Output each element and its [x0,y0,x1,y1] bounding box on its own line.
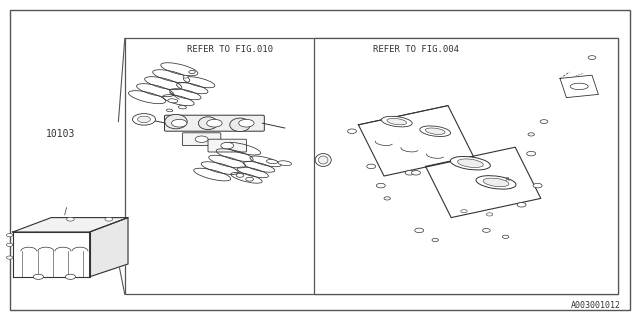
Ellipse shape [458,159,483,167]
Circle shape [6,243,13,246]
Polygon shape [90,218,128,277]
Ellipse shape [451,156,490,170]
Bar [125,38,618,294]
Circle shape [540,120,548,124]
Text: A003001012: A003001012 [571,301,621,310]
Ellipse shape [168,99,178,103]
Circle shape [183,76,188,78]
Circle shape [486,213,493,216]
Circle shape [415,228,424,233]
Circle shape [33,274,44,279]
Circle shape [221,142,234,149]
Text: REFER TO FIG.004: REFER TO FIG.004 [373,45,459,54]
Ellipse shape [179,106,186,109]
Circle shape [461,210,467,213]
FancyBboxPatch shape [208,139,246,152]
Circle shape [105,217,113,221]
FancyBboxPatch shape [182,133,221,146]
Circle shape [6,256,13,259]
Ellipse shape [381,116,412,127]
Ellipse shape [420,126,451,136]
Circle shape [412,171,420,175]
Ellipse shape [266,160,278,164]
Circle shape [138,116,150,123]
Polygon shape [13,218,128,232]
Text: R: R [506,177,509,182]
Ellipse shape [315,154,332,166]
Circle shape [6,234,13,237]
Ellipse shape [198,117,218,130]
Ellipse shape [426,128,445,134]
Text: REFER TO FIG.010: REFER TO FIG.010 [188,45,273,54]
Circle shape [527,151,536,156]
Circle shape [483,228,490,232]
Ellipse shape [387,118,406,125]
Circle shape [132,114,156,125]
Ellipse shape [570,83,588,90]
Circle shape [236,173,244,177]
Text: 10103: 10103 [46,129,76,139]
Ellipse shape [166,109,173,112]
Circle shape [172,119,187,127]
Bar [314,38,618,294]
FancyBboxPatch shape [164,115,264,131]
Circle shape [528,133,534,136]
Polygon shape [560,75,598,98]
Circle shape [384,197,390,200]
Ellipse shape [319,156,328,164]
Polygon shape [426,147,541,218]
Ellipse shape [278,161,292,166]
Polygon shape [358,106,474,176]
Ellipse shape [230,118,250,132]
Polygon shape [13,232,90,277]
Circle shape [65,274,76,279]
Circle shape [195,136,208,142]
Circle shape [405,171,414,175]
Circle shape [376,183,385,188]
Ellipse shape [483,178,509,187]
Circle shape [67,217,74,221]
Circle shape [517,203,526,207]
Circle shape [533,183,542,188]
Circle shape [367,164,376,169]
Circle shape [207,119,222,127]
Circle shape [239,119,254,127]
Ellipse shape [165,115,188,129]
Circle shape [189,70,195,74]
Circle shape [588,56,596,60]
Ellipse shape [476,176,516,189]
Circle shape [246,177,253,181]
Circle shape [348,129,356,133]
Circle shape [432,238,438,242]
Circle shape [502,235,509,238]
